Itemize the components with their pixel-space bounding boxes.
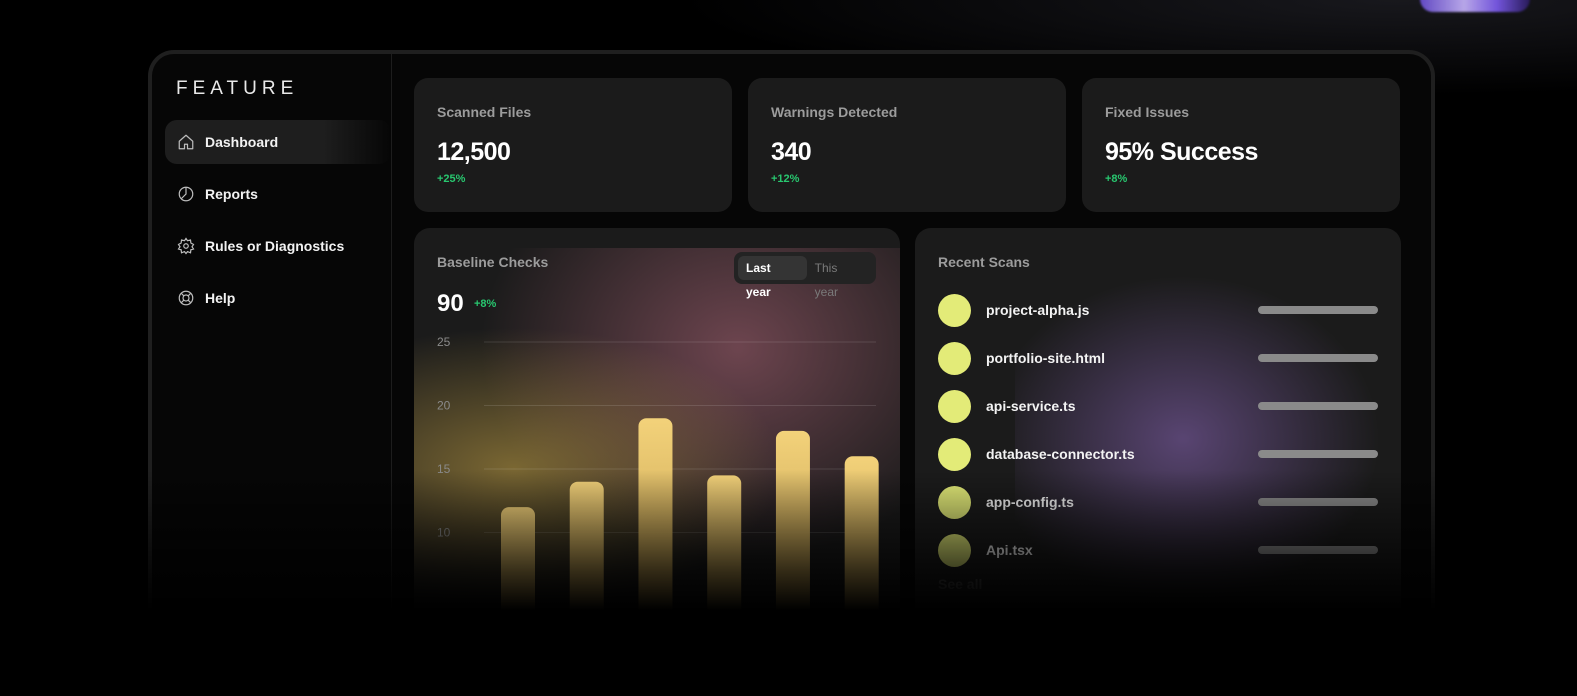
toggle-this-year[interactable]: This year [814,261,839,299]
scan-item[interactable]: database-connector.ts [938,430,1378,478]
stat-card-warnings: Warnings Detected 340 +12% [748,78,1066,212]
file-status-dot [938,293,971,327]
sidebar-item-rules[interactable]: Rules or Diagnostics [165,224,391,268]
scan-item[interactable]: app-config.ts [938,478,1378,526]
y-tick-label: 25 [437,335,451,349]
decorative-blob [1420,0,1530,12]
stat-delta: +12% [771,173,800,185]
chart-bar [638,418,673,630]
baseline-value: 90 [437,290,464,317]
sidebar-item-label: Rules or Diagnostics [205,238,345,254]
home-icon [177,133,195,151]
file-status-dot [938,389,971,423]
y-tick-label: 10 [437,526,451,540]
scan-list: project-alpha.js portfolio-site.html api… [938,286,1378,574]
period-toggle: Last year This year [734,252,876,299]
scan-progress-bar [1258,498,1378,506]
scan-file-name: portfolio-site.html [986,350,1105,366]
scan-file-name: app-config.ts [986,494,1074,510]
bar-chart: 10 15 20 25 [437,335,879,630]
chart-bar [501,507,535,630]
sidebar-item-label: Reports [205,186,258,202]
stat-delta: +8% [1105,173,1128,185]
scan-item[interactable]: api-service.ts [938,382,1378,430]
stat-label: Fixed Issues [1105,104,1190,120]
recent-scans-panel: Recent Scans project-alpha.js portfolio-… [915,228,1401,630]
sidebar-item-help[interactable]: Help [165,276,391,320]
stat-value: 95% Success [1105,138,1258,166]
scan-item[interactable]: portfolio-site.html [938,334,1378,382]
file-status-dot [938,341,971,375]
scan-progress-bar [1258,306,1378,314]
scan-progress-bar [1258,402,1378,410]
scan-progress-bar [1258,546,1378,554]
see-all-link[interactable]: See all [938,576,983,592]
toggle-last-year[interactable]: Last year [738,256,807,299]
stat-delta: +25% [437,173,466,185]
stat-card-scanned-files: Scanned Files 12,500 +25% [414,78,732,212]
baseline-checks-panel: Baseline Checks 90 +8% Last year This ye… [414,228,900,630]
chart-bar [844,456,879,630]
pie-chart-icon [177,185,195,203]
stat-card-fixed-issues: Fixed Issues 95% Success +8% [1082,78,1400,212]
chart-bar [569,481,604,630]
panel-title: Baseline Checks [437,254,549,270]
scan-file-name: project-alpha.js [986,302,1090,318]
y-tick-label: 15 [437,462,451,476]
sidebar-item-label: Help [205,290,236,306]
scan-file-name: database-connector.ts [986,446,1135,462]
panel-title: Recent Scans [938,254,1030,270]
scan-progress-bar [1258,450,1378,458]
scan-item[interactable]: Api.tsx [938,526,1378,574]
sidebar-item-label: Dashboard [205,134,279,150]
file-status-dot [938,437,971,471]
sidebar: FEATURE Dashboard Reports Rules or Diagn… [152,54,392,630]
file-status-dot [938,533,971,567]
logo: FEATURE [176,78,299,99]
scan-file-name: api-service.ts [986,398,1076,414]
scan-file-name: Api.tsx [986,542,1033,558]
chart-bar [707,475,742,630]
sidebar-nav: Dashboard Reports Rules or Diagnostics H… [165,120,391,328]
sidebar-item-dashboard[interactable]: Dashboard [165,120,391,164]
lifebuoy-icon [177,289,195,307]
stat-label: Scanned Files [437,104,532,120]
stat-value: 340 [771,138,812,166]
y-tick-label: 20 [437,399,451,413]
sidebar-item-reports[interactable]: Reports [165,172,391,216]
scan-progress-bar [1258,354,1378,362]
gear-icon [177,237,195,255]
stat-value: 12,500 [437,138,511,166]
chart-bar [775,430,810,630]
app-frame: FEATURE Dashboard Reports Rules or Diagn… [148,50,1435,630]
file-status-dot [938,485,971,519]
baseline-delta: +8% [474,298,497,310]
stat-label: Warnings Detected [771,104,898,120]
scan-item[interactable]: project-alpha.js [938,286,1378,334]
